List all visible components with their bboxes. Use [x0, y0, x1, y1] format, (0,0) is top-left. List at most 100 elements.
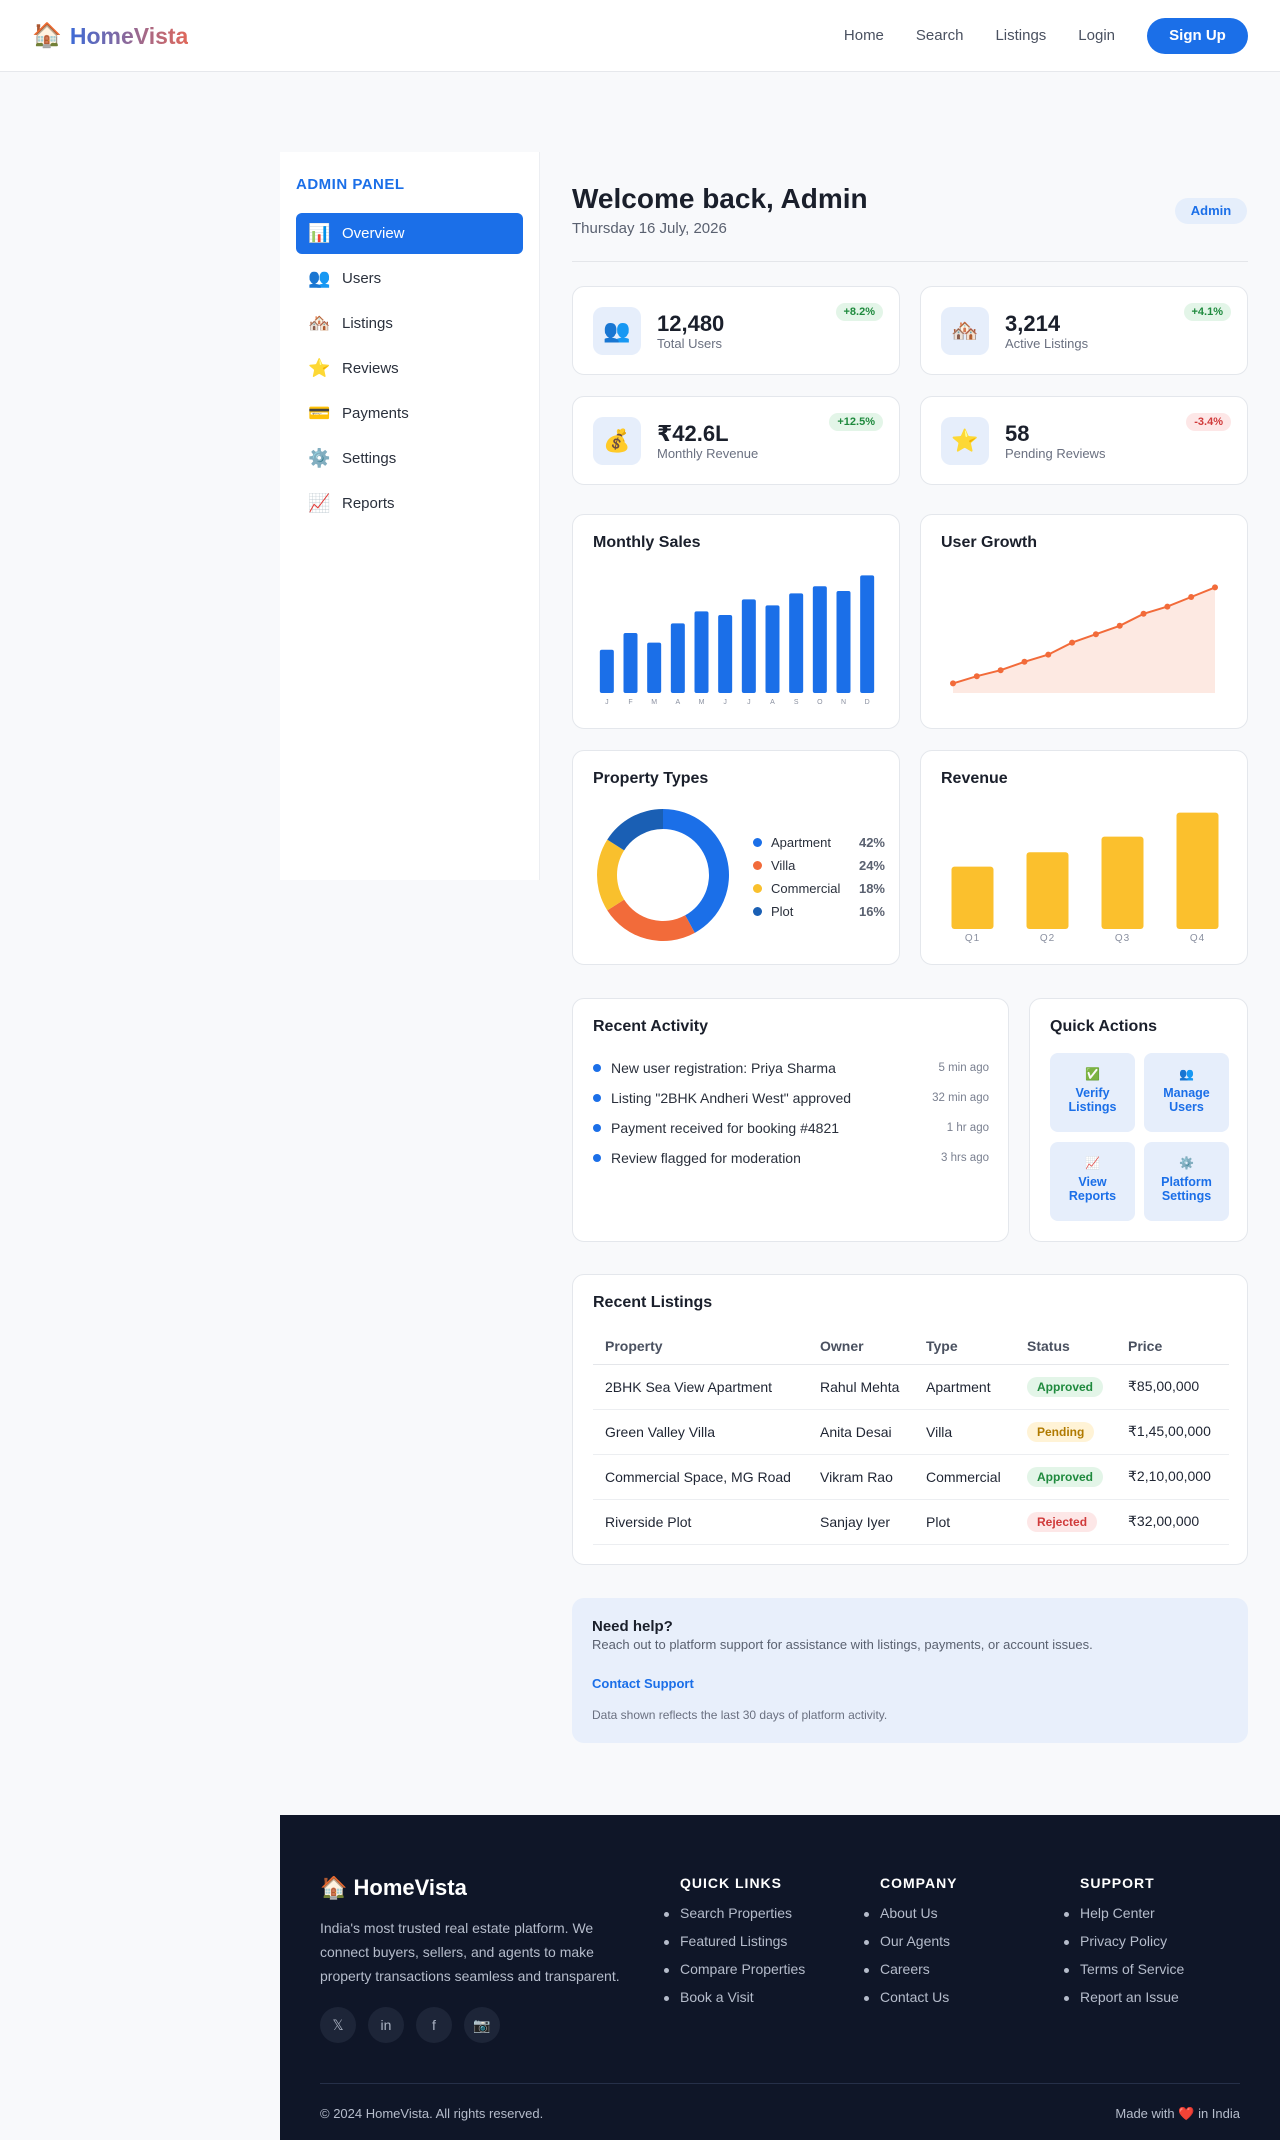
stat-label: Active Listings: [1005, 336, 1089, 351]
section-title: Quick Actions: [1050, 1018, 1157, 1035]
verify-listings-button[interactable]: ✅ Verify Listings: [1050, 1053, 1135, 1132]
contact-support-link[interactable]: Contact Support: [592, 1676, 694, 1691]
footer-link[interactable]: Our Agents: [864, 1933, 958, 1961]
column-header[interactable]: Type: [914, 1328, 1015, 1365]
platform-settings-button[interactable]: ⚙️ Platform Settings: [1144, 1142, 1229, 1221]
sidebar-item-listings[interactable]: 🏘️ Listings: [296, 303, 523, 344]
stat-card-monthly-revenue: 💰 ₹42.6L Monthly Revenue +12.5%: [572, 396, 900, 485]
legend-value: 42%: [858, 835, 885, 850]
manage-users-button[interactable]: 👥 Manage Users: [1144, 1053, 1229, 1132]
brand-logo[interactable]: 🏠 HomeVista: [32, 22, 188, 50]
activity-time: 3 hrs ago: [941, 1152, 989, 1164]
property-types-donut: [597, 809, 730, 941]
nav-listings-link[interactable]: Listings: [995, 27, 1047, 44]
data-point: [1188, 594, 1195, 600]
button-label: Users: [1169, 1100, 1204, 1114]
sidebar-item-label: Reviews: [342, 360, 399, 377]
sidebar-item-reports[interactable]: 📈 Reports: [296, 483, 523, 524]
signup-button[interactable]: Sign Up: [1147, 18, 1248, 54]
sidebar-item-label: Overview: [342, 225, 405, 242]
legend-value: 24%: [858, 858, 885, 873]
activity-time: 1 hr ago: [946, 1122, 989, 1134]
view-reports-button[interactable]: 📈 View Reports: [1050, 1142, 1135, 1221]
tick-label: D: [865, 699, 870, 706]
column-header[interactable]: Price: [1116, 1328, 1229, 1365]
chart-legend: Apartment 42% Villa 24% Commercial 18% Plot…: [753, 831, 885, 923]
footer-link[interactable]: Contact Us: [864, 1989, 958, 2017]
social-links: 𝕏 in f 📷: [320, 2007, 512, 2043]
tick-label: Q1: [965, 933, 980, 944]
footer-divider: [320, 2083, 1240, 2084]
table-row[interactable]: 2BHK Sea View Apartment Rahul Mehta Apar…: [593, 1364, 1229, 1410]
table-row[interactable]: Green Valley Villa Anita Desai Villa Pen…: [593, 1409, 1229, 1455]
linkedin-icon[interactable]: in: [368, 2007, 404, 2043]
footer-link[interactable]: Careers: [864, 1961, 958, 1989]
made-with-suffix: in India: [1198, 2106, 1240, 2121]
price-cell: ₹32,00,000: [1116, 1499, 1229, 1545]
tick-label: Q2: [1040, 933, 1055, 944]
sidebar-title: ADMIN PANEL: [296, 176, 405, 193]
instagram-icon[interactable]: 📷: [464, 2007, 500, 2043]
help-title: Need help?: [592, 1618, 673, 1635]
legend-swatch: [753, 838, 762, 847]
bullet-dot: [593, 1064, 601, 1072]
sidebar-item-overview[interactable]: 📊 Overview: [296, 213, 523, 254]
stat-card-total-users: 👥 12,480 Total Users +8.2%: [572, 286, 900, 375]
facebook-icon[interactable]: f: [416, 2007, 452, 2043]
houses-icon: 🏘️: [308, 313, 331, 333]
tick-label: S: [794, 699, 799, 706]
footer-link[interactable]: Report an Issue: [1063, 1989, 1184, 2017]
activity-text: Listing "2BHK Andheri West" approved: [611, 1090, 852, 1106]
status-cell: Approved: [1015, 1454, 1116, 1500]
recent-listings-card: Recent Listings Property Owner Type Stat…: [572, 1274, 1248, 1565]
table-row[interactable]: Riverside Plot Sanjay Iyer Plot Rejected…: [593, 1499, 1229, 1545]
legend-swatch: [753, 907, 762, 916]
footer-link[interactable]: Book a Visit: [663, 1989, 805, 2017]
stat-label: Total Users: [657, 336, 723, 351]
activity-time: 32 min ago: [932, 1092, 989, 1104]
tick-label: Q3: [1115, 933, 1130, 944]
chart-icon: 📊: [308, 223, 331, 243]
nav-home-link[interactable]: Home: [843, 27, 884, 44]
activity-text: Review flagged for moderation: [611, 1150, 801, 1166]
footer-link[interactable]: About Us: [864, 1905, 958, 1933]
gear-icon: ⚙️: [1179, 1156, 1194, 1170]
nav-search-link[interactable]: Search: [915, 27, 964, 44]
footer-description: India's most trusted real estate platfor…: [320, 1920, 620, 1984]
data-point: [997, 667, 1004, 674]
sidebar-item-label: Users: [342, 270, 382, 287]
main-nav: Home Search Listings Login Sign Up: [812, 18, 1248, 54]
status-cell: Rejected: [1015, 1499, 1116, 1545]
activity-list: New user registration: Priya Sharma 5 min…: [593, 1053, 989, 1173]
bar: [623, 633, 638, 693]
role-badge: Admin: [1175, 198, 1247, 224]
footer-link[interactable]: Help Center: [1063, 1905, 1184, 1933]
footer-link[interactable]: Search Properties: [663, 1905, 805, 1933]
users-icon: 👥: [1179, 1067, 1194, 1081]
sidebar-item-users[interactable]: 👥 Users: [296, 258, 523, 299]
table-row[interactable]: Commercial Space, MG Road Vikram Rao Com…: [593, 1454, 1229, 1500]
admin-sidebar: ADMIN PANEL 📊 Overview 👥 Users 🏘️ Listings …: [280, 152, 540, 880]
footer-quick-links: QUICK LINKS Search Properties Featured L…: [663, 1875, 805, 2017]
column-header[interactable]: Property: [593, 1328, 808, 1365]
data-point: [1164, 603, 1171, 610]
footer-brand[interactable]: 🏠 HomeVista: [320, 1875, 467, 1900]
help-banner: Need help? Reach out to platform support…: [572, 1598, 1248, 1743]
sidebar-item-payments[interactable]: 💳 Payments: [296, 393, 523, 434]
footer-link[interactable]: Featured Listings: [663, 1933, 805, 1961]
sidebar-item-settings[interactable]: ⚙️ Settings: [296, 438, 523, 479]
nav-login-link[interactable]: Login: [1078, 27, 1115, 44]
x-twitter-icon[interactable]: 𝕏: [320, 2007, 356, 2043]
owner-cell: Vikram Rao: [808, 1454, 914, 1500]
sidebar-item-reviews[interactable]: ⭐ Reviews: [296, 348, 523, 389]
column-header[interactable]: Owner: [808, 1328, 914, 1365]
owner-cell: Rahul Mehta: [808, 1364, 914, 1410]
help-text: Reach out to platform support for assist…: [592, 1637, 1093, 1652]
column-header[interactable]: Status: [1015, 1328, 1116, 1365]
footer-link[interactable]: Terms of Service: [1063, 1961, 1184, 1989]
status-badge: Approved: [1027, 1466, 1104, 1487]
legend-value: 18%: [858, 881, 885, 896]
current-date: Thursday 16 July, 2026: [572, 220, 727, 237]
footer-link[interactable]: Privacy Policy: [1063, 1933, 1184, 1961]
footer-link[interactable]: Compare Properties: [663, 1961, 805, 1989]
